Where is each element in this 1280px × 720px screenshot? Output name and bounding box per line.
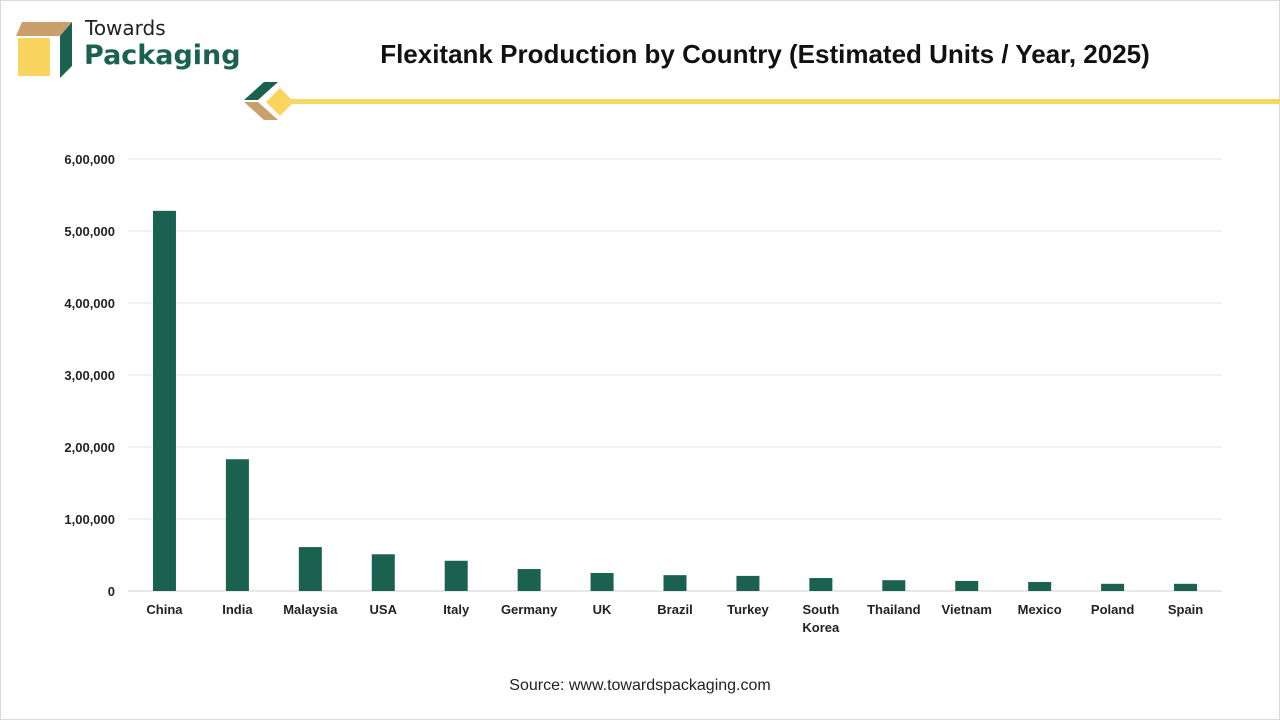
bar-usa — [371, 554, 395, 591]
x-tick-label: UK — [593, 602, 612, 617]
x-tick-label-line: Korea — [802, 620, 840, 635]
x-tick-label: China — [146, 602, 183, 617]
brand-line1: Towards — [85, 16, 166, 40]
x-tick-label-line: South — [802, 602, 839, 617]
y-tick-label: 1,00,000 — [64, 512, 115, 527]
x-tick-label: Mexico — [1018, 602, 1062, 617]
x-tick-label: USA — [370, 602, 398, 617]
bar-china — [152, 210, 176, 591]
logo-icon — [16, 20, 78, 85]
decorative-arrow-icon — [242, 82, 294, 127]
x-tick-label: Vietnam — [942, 602, 992, 617]
bar-germany — [517, 569, 541, 591]
x-tick-label-group: South Korea — [802, 602, 840, 635]
bar-mexico — [1028, 582, 1052, 591]
brand-line2: Packaging — [84, 40, 241, 71]
y-tick-label: 2,00,000 — [64, 440, 115, 455]
bar-spain — [1174, 583, 1198, 591]
x-tick-label: Germany — [501, 602, 558, 617]
y-tick-label: 3,00,000 — [64, 368, 115, 383]
x-tick-label: India — [222, 602, 253, 617]
x-tick-label: Thailand — [867, 602, 921, 617]
x-tick-label: Spain — [1168, 602, 1203, 617]
bar-turkey — [736, 575, 760, 591]
bar-italy — [444, 560, 468, 591]
x-tick-label: Malaysia — [283, 602, 338, 617]
bar-south-korea — [809, 578, 833, 591]
bar-thailand — [882, 580, 906, 591]
bar-uk — [590, 573, 614, 591]
y-tick-label: 6,00,000 — [64, 152, 115, 167]
bar-vietnam — [955, 580, 979, 591]
x-tick-label: Poland — [1091, 602, 1134, 617]
bar-india — [225, 459, 249, 591]
y-tick-label: 5,00,000 — [64, 224, 115, 239]
bar-malaysia — [298, 547, 322, 591]
chart-title: Flexitank Production by Country (Estimat… — [380, 39, 1150, 69]
bar-poland — [1101, 583, 1125, 591]
y-tick-label: 0 — [108, 584, 115, 599]
x-tick-label: Italy — [443, 602, 470, 617]
header-rule — [285, 99, 1280, 104]
bar-brazil — [663, 575, 687, 591]
y-tick-label: 4,00,000 — [64, 296, 115, 311]
x-tick-label: Turkey — [727, 602, 769, 617]
source-note: Source: www.towardspackaging.com — [509, 677, 771, 694]
x-tick-label: Brazil — [657, 602, 692, 617]
